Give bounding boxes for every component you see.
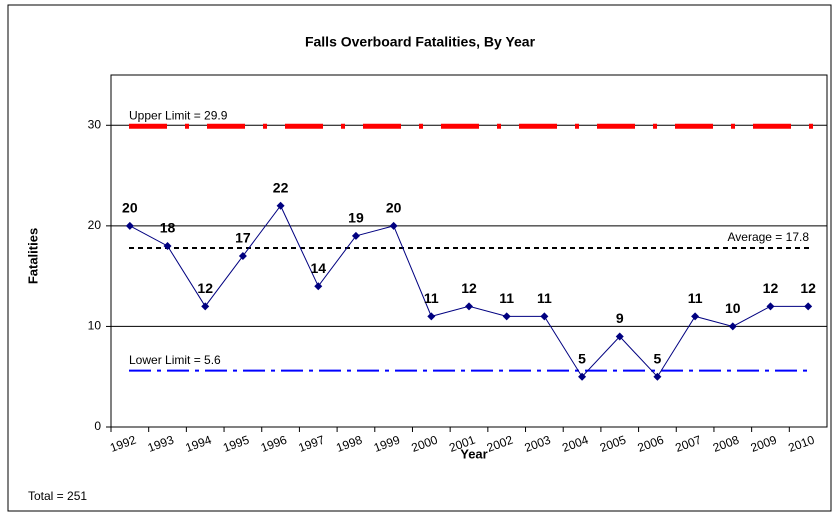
data-point xyxy=(728,322,737,331)
x-tick-label: 1996 xyxy=(259,433,289,455)
data-label: 11 xyxy=(688,290,703,306)
data-point xyxy=(276,201,285,210)
annotation: Total = 251 xyxy=(28,489,87,503)
x-tick-label: 2003 xyxy=(523,433,553,455)
data-point xyxy=(427,312,436,321)
data-label: 14 xyxy=(310,260,326,276)
data-label: 5 xyxy=(654,350,662,366)
data-label: 20 xyxy=(122,200,138,216)
y-axis-label: Fatalities xyxy=(25,228,40,284)
x-tick-label: 2002 xyxy=(485,433,515,455)
x-tick-label: 2010 xyxy=(786,433,816,455)
x-tick-label: 2009 xyxy=(749,433,779,455)
x-tick-label: 2005 xyxy=(598,433,628,455)
x-tick-label: 1992 xyxy=(108,433,138,455)
y-tick-label: 0 xyxy=(94,419,101,433)
data-label: 12 xyxy=(197,280,213,296)
x-axis-label: Year xyxy=(460,446,487,461)
data-label: 12 xyxy=(461,280,477,296)
data-point xyxy=(766,302,775,311)
x-tick-label: 2008 xyxy=(711,433,741,455)
x-tick-label: 1993 xyxy=(146,433,176,455)
x-tick-label: 1994 xyxy=(183,433,213,455)
data-point xyxy=(238,252,247,261)
data-label: 22 xyxy=(273,179,289,195)
x-tick-label: 2006 xyxy=(636,433,666,455)
x-tick-label: 2007 xyxy=(673,433,703,455)
data-point xyxy=(578,372,587,381)
data-label: 10 xyxy=(725,300,741,316)
data-label: 17 xyxy=(235,230,251,246)
data-point xyxy=(163,241,172,250)
data-point xyxy=(691,312,700,321)
data-point xyxy=(351,231,360,240)
reference-label: Upper Limit = 29.9 xyxy=(129,108,228,122)
x-tick-label: 2004 xyxy=(560,433,590,455)
data-point xyxy=(389,221,398,230)
x-tick-label: 1999 xyxy=(372,433,402,455)
data-point xyxy=(502,312,511,321)
x-tick-label: 1995 xyxy=(221,433,251,455)
data-label: 12 xyxy=(800,280,816,296)
data-label: 11 xyxy=(537,290,552,306)
x-tick-label: 1997 xyxy=(296,433,326,455)
data-point xyxy=(125,221,134,230)
data-label: 11 xyxy=(499,290,514,306)
data-label: 5 xyxy=(578,350,586,366)
chart-frame xyxy=(7,4,832,512)
x-tick-label: 2000 xyxy=(410,433,440,455)
y-tick-label: 30 xyxy=(88,117,102,131)
y-tick-label: 10 xyxy=(88,319,102,333)
data-label: 19 xyxy=(348,210,364,226)
data-point xyxy=(314,282,323,291)
data-label: 12 xyxy=(763,280,779,296)
data-point xyxy=(804,302,813,311)
y-tick-label: 20 xyxy=(88,218,102,232)
data-label: 9 xyxy=(616,310,624,326)
data-point xyxy=(653,372,662,381)
reference-label: Lower Limit = 5.6 xyxy=(129,353,221,367)
data-point xyxy=(615,332,624,341)
data-point xyxy=(540,312,549,321)
chart-title: Falls Overboard Fatalities, By Year xyxy=(305,34,536,50)
data-label: 18 xyxy=(160,220,176,236)
plot-area xyxy=(110,74,828,428)
data-label: 11 xyxy=(424,290,439,306)
data-label: 20 xyxy=(386,200,402,216)
x-tick-label: 1998 xyxy=(334,433,364,455)
data-point xyxy=(465,302,473,311)
data-point xyxy=(201,302,210,311)
reference-label: Average = 17.8 xyxy=(727,230,809,244)
